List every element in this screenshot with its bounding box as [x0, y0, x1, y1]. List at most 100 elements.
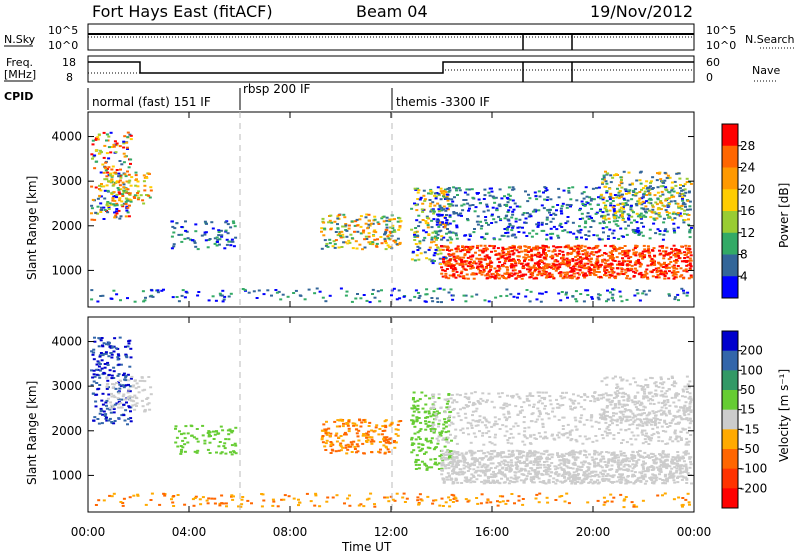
echo-cell	[622, 235, 625, 238]
echo-cell	[612, 220, 616, 223]
echo-cell	[436, 186, 440, 189]
echo-cell	[412, 391, 416, 394]
echo-cell	[227, 433, 231, 436]
echo-cell	[664, 253, 668, 256]
echo-cell	[128, 193, 132, 196]
echo-cell	[483, 463, 487, 466]
echo-cell	[134, 396, 138, 399]
echo-cell	[661, 204, 665, 207]
echo-cell	[445, 438, 449, 441]
echo-cell	[612, 453, 616, 456]
echo-cell	[449, 241, 453, 244]
echo-cell	[635, 269, 639, 272]
echo-cell	[571, 475, 575, 478]
echo-cell	[664, 228, 668, 231]
echo-cell	[219, 229, 223, 232]
echo-cell	[357, 439, 361, 442]
echo-cell	[588, 475, 592, 478]
echo-cell	[439, 252, 443, 255]
echo-cell	[118, 160, 122, 162]
echo-cell	[230, 444, 234, 447]
echo-cell	[584, 186, 588, 189]
echo-cell	[98, 412, 102, 415]
echo-cell	[533, 209, 537, 212]
echo-cell	[683, 451, 687, 454]
echo-cell	[648, 289, 652, 292]
echo-cell	[554, 266, 558, 269]
echo-cell	[426, 425, 430, 428]
echo-cell	[446, 264, 450, 267]
echo-cell	[417, 411, 421, 414]
echo-cell	[513, 272, 517, 275]
echo-cell	[121, 195, 125, 197]
echo-cell	[651, 204, 654, 207]
echo-cell	[543, 248, 547, 251]
echo-cell	[551, 250, 555, 253]
echo-cell	[634, 229, 638, 231]
echo-cell	[533, 475, 537, 478]
echo-cell	[386, 235, 390, 238]
echo-cell	[322, 423, 326, 426]
echo-cell	[113, 216, 117, 219]
echo-cell	[674, 456, 678, 459]
echo-cell	[431, 231, 435, 234]
echo-cell	[124, 215, 128, 218]
echo-cell	[644, 205, 648, 208]
echo-cell	[458, 275, 462, 278]
echo-cell	[671, 265, 675, 268]
echo-cell	[655, 179, 659, 182]
echo-cell	[611, 197, 615, 200]
echo-cell	[498, 470, 502, 473]
echo-cell	[362, 452, 366, 455]
echo-cell	[192, 240, 196, 243]
echo-cell	[463, 260, 467, 263]
echo-cell	[656, 228, 660, 231]
echo-cell	[446, 450, 449, 453]
echo-cell	[681, 455, 685, 458]
echo-cell	[194, 223, 198, 226]
echo-cell	[117, 381, 120, 384]
echo-cell	[484, 466, 488, 469]
echo-cell	[607, 264, 611, 267]
echo-cell	[485, 262, 489, 265]
echo-cell	[234, 236, 238, 239]
echo-cell	[621, 212, 625, 215]
echo-cell	[606, 259, 610, 262]
echo-cell	[376, 238, 379, 241]
echo-cell	[620, 214, 624, 217]
echo-cell	[664, 482, 667, 485]
echo-cell	[525, 459, 529, 462]
echo-cell	[649, 180, 653, 183]
echo-cell	[579, 293, 583, 295]
echo-cell	[682, 476, 686, 479]
echo-cell	[624, 271, 628, 274]
echo-cell	[120, 414, 124, 417]
echo-cell	[475, 246, 479, 249]
echo-cell	[478, 202, 482, 205]
echo-cell	[364, 235, 368, 238]
echo-cell	[569, 205, 572, 208]
echo-cell	[341, 236, 345, 239]
echo-cell	[417, 417, 421, 419]
echo-cell	[617, 464, 621, 466]
echo-cell	[647, 247, 651, 250]
echo-cell	[652, 460, 656, 463]
echo-cell	[349, 441, 353, 444]
echo-cell	[448, 205, 452, 208]
echo-cell	[471, 262, 475, 265]
echo-cell	[633, 456, 637, 459]
echo-cell	[648, 251, 652, 254]
echo-cell	[128, 390, 132, 393]
echo-cell	[514, 264, 518, 267]
echo-cell	[625, 468, 629, 471]
echo-cell	[427, 248, 431, 251]
echo-cell	[386, 448, 390, 451]
echo-cell	[642, 478, 646, 481]
echo-cell	[613, 248, 617, 251]
echo-cell	[602, 231, 605, 234]
echo-cell	[584, 222, 588, 225]
echo-cell	[430, 260, 434, 263]
echo-cell	[464, 452, 468, 455]
echo-cell	[652, 477, 656, 480]
echo-cell	[503, 260, 507, 262]
